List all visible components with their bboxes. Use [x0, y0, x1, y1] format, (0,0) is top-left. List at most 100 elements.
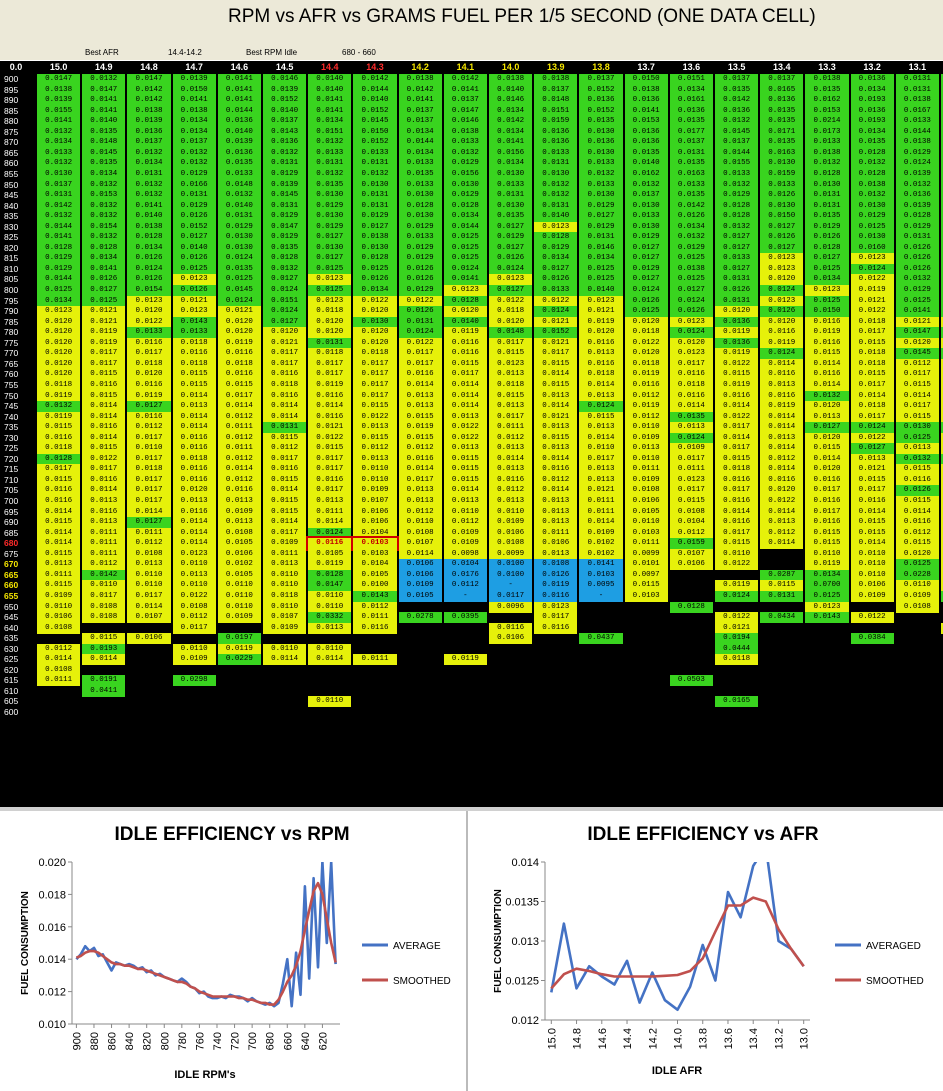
data-cell: 0.0132 [850, 190, 894, 202]
afr-chart: IDLE EFFICIENCY vs AFR 0.012 0.0125 0.013 0.… [470, 812, 943, 1091]
data-cell: 0.0125 [82, 295, 126, 307]
data-cell: 0.0112 [489, 432, 533, 444]
rpm-row-label: 710 [4, 474, 19, 485]
data-cell: 0.0116 [82, 422, 126, 434]
data-cell: 0.0136 [895, 190, 939, 202]
data-cell: 0.0115 [217, 379, 261, 391]
data-cell: 0.0111 [534, 527, 578, 539]
data-cell: 0.0115 [715, 369, 759, 381]
data-cell: 0.0125 [308, 285, 352, 296]
data-cell: 0.0116 [217, 369, 261, 381]
data-cell: 0.0117 [308, 358, 352, 370]
data-cell: 0.0395 [443, 612, 487, 624]
data-cell: 0.0133 [127, 327, 171, 339]
data-cell: 0.0103 [351, 536, 399, 552]
rpm-row-label: 745 [4, 401, 19, 412]
data-cell: 0.0126 [895, 263, 939, 275]
x-tick-label: 14.0 [673, 1028, 685, 1049]
data-cell: 0.0133 [941, 158, 943, 170]
best-rpm-label: Best RPM Idle [246, 48, 298, 57]
afr-column-header: 14.1 [456, 62, 475, 72]
rpm-row-label: 610 [4, 685, 19, 696]
data-cell: 0.0142 [353, 74, 397, 85]
data-cell: 0.0133 [760, 179, 804, 191]
data-cell: 0.0125 [443, 242, 487, 254]
data-cell: 0.0103 [624, 527, 668, 539]
data-cell: 0.0129 [443, 158, 487, 170]
data-cell: 0.0120 [37, 358, 81, 370]
data-cell: 0.0127 [715, 232, 759, 244]
data-cell: 0.0120 [353, 337, 397, 349]
data-cell: 0.0133 [669, 179, 713, 191]
data-cell: 0.0110 [217, 580, 261, 592]
data-cell: 0.0131 [715, 295, 759, 307]
data-cell: 0.0118 [353, 348, 397, 360]
data-cell: 0.0115 [489, 348, 533, 360]
data-cell: 0.0138 [534, 74, 578, 85]
data-cell: 0.0131 [895, 84, 939, 96]
data-cell: 0.0114 [850, 390, 894, 402]
data-cell: 0.0132 [534, 179, 578, 191]
data-cell: 0.0123 [941, 358, 943, 370]
data-cell: 0.0129 [172, 200, 216, 212]
data-cell: 0.0117 [353, 379, 397, 391]
data-cell: 0.0113 [82, 517, 126, 529]
rpm-row-label: 690 [4, 517, 19, 528]
data-cell: 0.0135 [715, 84, 759, 96]
data-cell: 0.0136 [941, 126, 943, 138]
data-cell: 0.0165 [715, 696, 759, 708]
afr-chart-svg: IDLE EFFICIENCY vs AFR 0.012 0.0125 0.013 0.… [493, 824, 924, 1077]
data-cell: 0.0114 [127, 601, 171, 613]
afr-column-header: 14.3 [366, 62, 384, 72]
data-cell: 0.0134 [127, 242, 171, 254]
data-cell: 0.0115 [895, 411, 939, 423]
data-cell: 0.0116 [308, 474, 352, 486]
data-cell: 0.0134 [82, 168, 126, 180]
data-cell: 0.0142 [443, 74, 487, 85]
data-cell: 0.0129 [850, 211, 894, 223]
data-cell: 0.0120 [263, 327, 307, 339]
data-cell: 0.0112 [624, 411, 668, 423]
data-cell: 0.0117 [127, 485, 171, 497]
data-cell: 0.0116 [941, 485, 943, 497]
data-cell: 0.0109 [895, 590, 939, 602]
data-cell: 0.0118 [579, 369, 623, 381]
rpm-row-label: 615 [4, 675, 19, 686]
data-cell: 0.0116 [489, 622, 533, 634]
afr-column-header: 14.0 [501, 62, 520, 72]
data-cell: 0.0177 [669, 126, 713, 138]
data-cell: 0.0117 [263, 453, 307, 465]
data-cell: 0.0145 [82, 147, 126, 159]
data-cell: 0.0132 [850, 158, 894, 170]
data-cell: 0.0114 [534, 369, 578, 381]
data-cell: 0.0113 [172, 401, 216, 413]
data-cell: 0.0130 [579, 147, 623, 159]
data-cell: 0.0133 [579, 158, 623, 170]
x-tick-label: 720 [230, 1032, 242, 1050]
chart-title: IDLE EFFICIENCY vs RPM [114, 824, 349, 845]
y-tick-label: 0.012 [511, 1015, 539, 1027]
data-cell: 0.0141 [398, 95, 442, 107]
data-cell: 0.0120 [37, 316, 81, 328]
data-cell: 0.0117 [82, 464, 126, 476]
data-cell: 0.0127 [760, 242, 804, 254]
data-cell: 0.0134 [172, 126, 216, 138]
data-cell: 0.0144 [37, 274, 81, 286]
data-cell: 0.0113 [398, 390, 442, 402]
afr-column-header: 14.2 [411, 62, 429, 72]
data-cell: 0.0130 [443, 179, 487, 191]
data-cell: 0.0131 [308, 337, 352, 349]
afr-column-header: 14.9 [95, 62, 113, 72]
data-cell: 0.0146 [579, 242, 623, 254]
data-cell: 0.0117 [534, 612, 578, 624]
data-cell: 0.0123 [760, 263, 804, 275]
data-cell: 0.0115 [715, 538, 759, 550]
data-cell: 0.0116 [805, 337, 849, 349]
data-cell: 0.0113 [534, 496, 578, 507]
data-cell: 0.0114 [82, 485, 126, 497]
data-cell: 0.0130 [895, 422, 939, 434]
rpm-row-label: 825 [4, 232, 19, 243]
data-cell: 0.0127 [624, 274, 668, 286]
data-cell: 0.0118 [489, 306, 533, 318]
data-cell: 0.0131 [534, 158, 578, 170]
